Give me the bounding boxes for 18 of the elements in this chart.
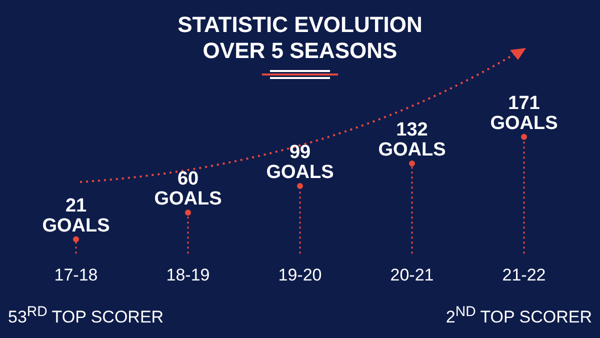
text: 2$^{ND}$ TOP SCORER: [446, 304, 592, 328]
x-tick-label: 17-18: [54, 265, 98, 284]
point: [521, 134, 527, 140]
data-label: 21 GOALS: [42, 195, 110, 236]
chart-title: STATISTIC EVOLUTION OVER 5 SEASONS: [176, 12, 424, 64]
point: [73, 236, 79, 242]
point: [297, 183, 303, 190]
data-label: 60 GOALS: [154, 168, 222, 210]
x-tick-label: 18-19: [166, 265, 210, 284]
point: [409, 160, 415, 167]
x-tick-label: 19-20: [278, 265, 322, 284]
text: 53$^{RD}$ TOP SCORER: [8, 304, 164, 328]
data-label: 132 GOALS: [378, 120, 446, 161]
x-tick-label: 20-21: [390, 265, 434, 284]
data-label: 99 GOALS: [266, 142, 334, 184]
x-tick-label: 21-22: [502, 265, 546, 284]
data-label: 171 GOALS: [490, 92, 558, 134]
point: [185, 210, 191, 216]
